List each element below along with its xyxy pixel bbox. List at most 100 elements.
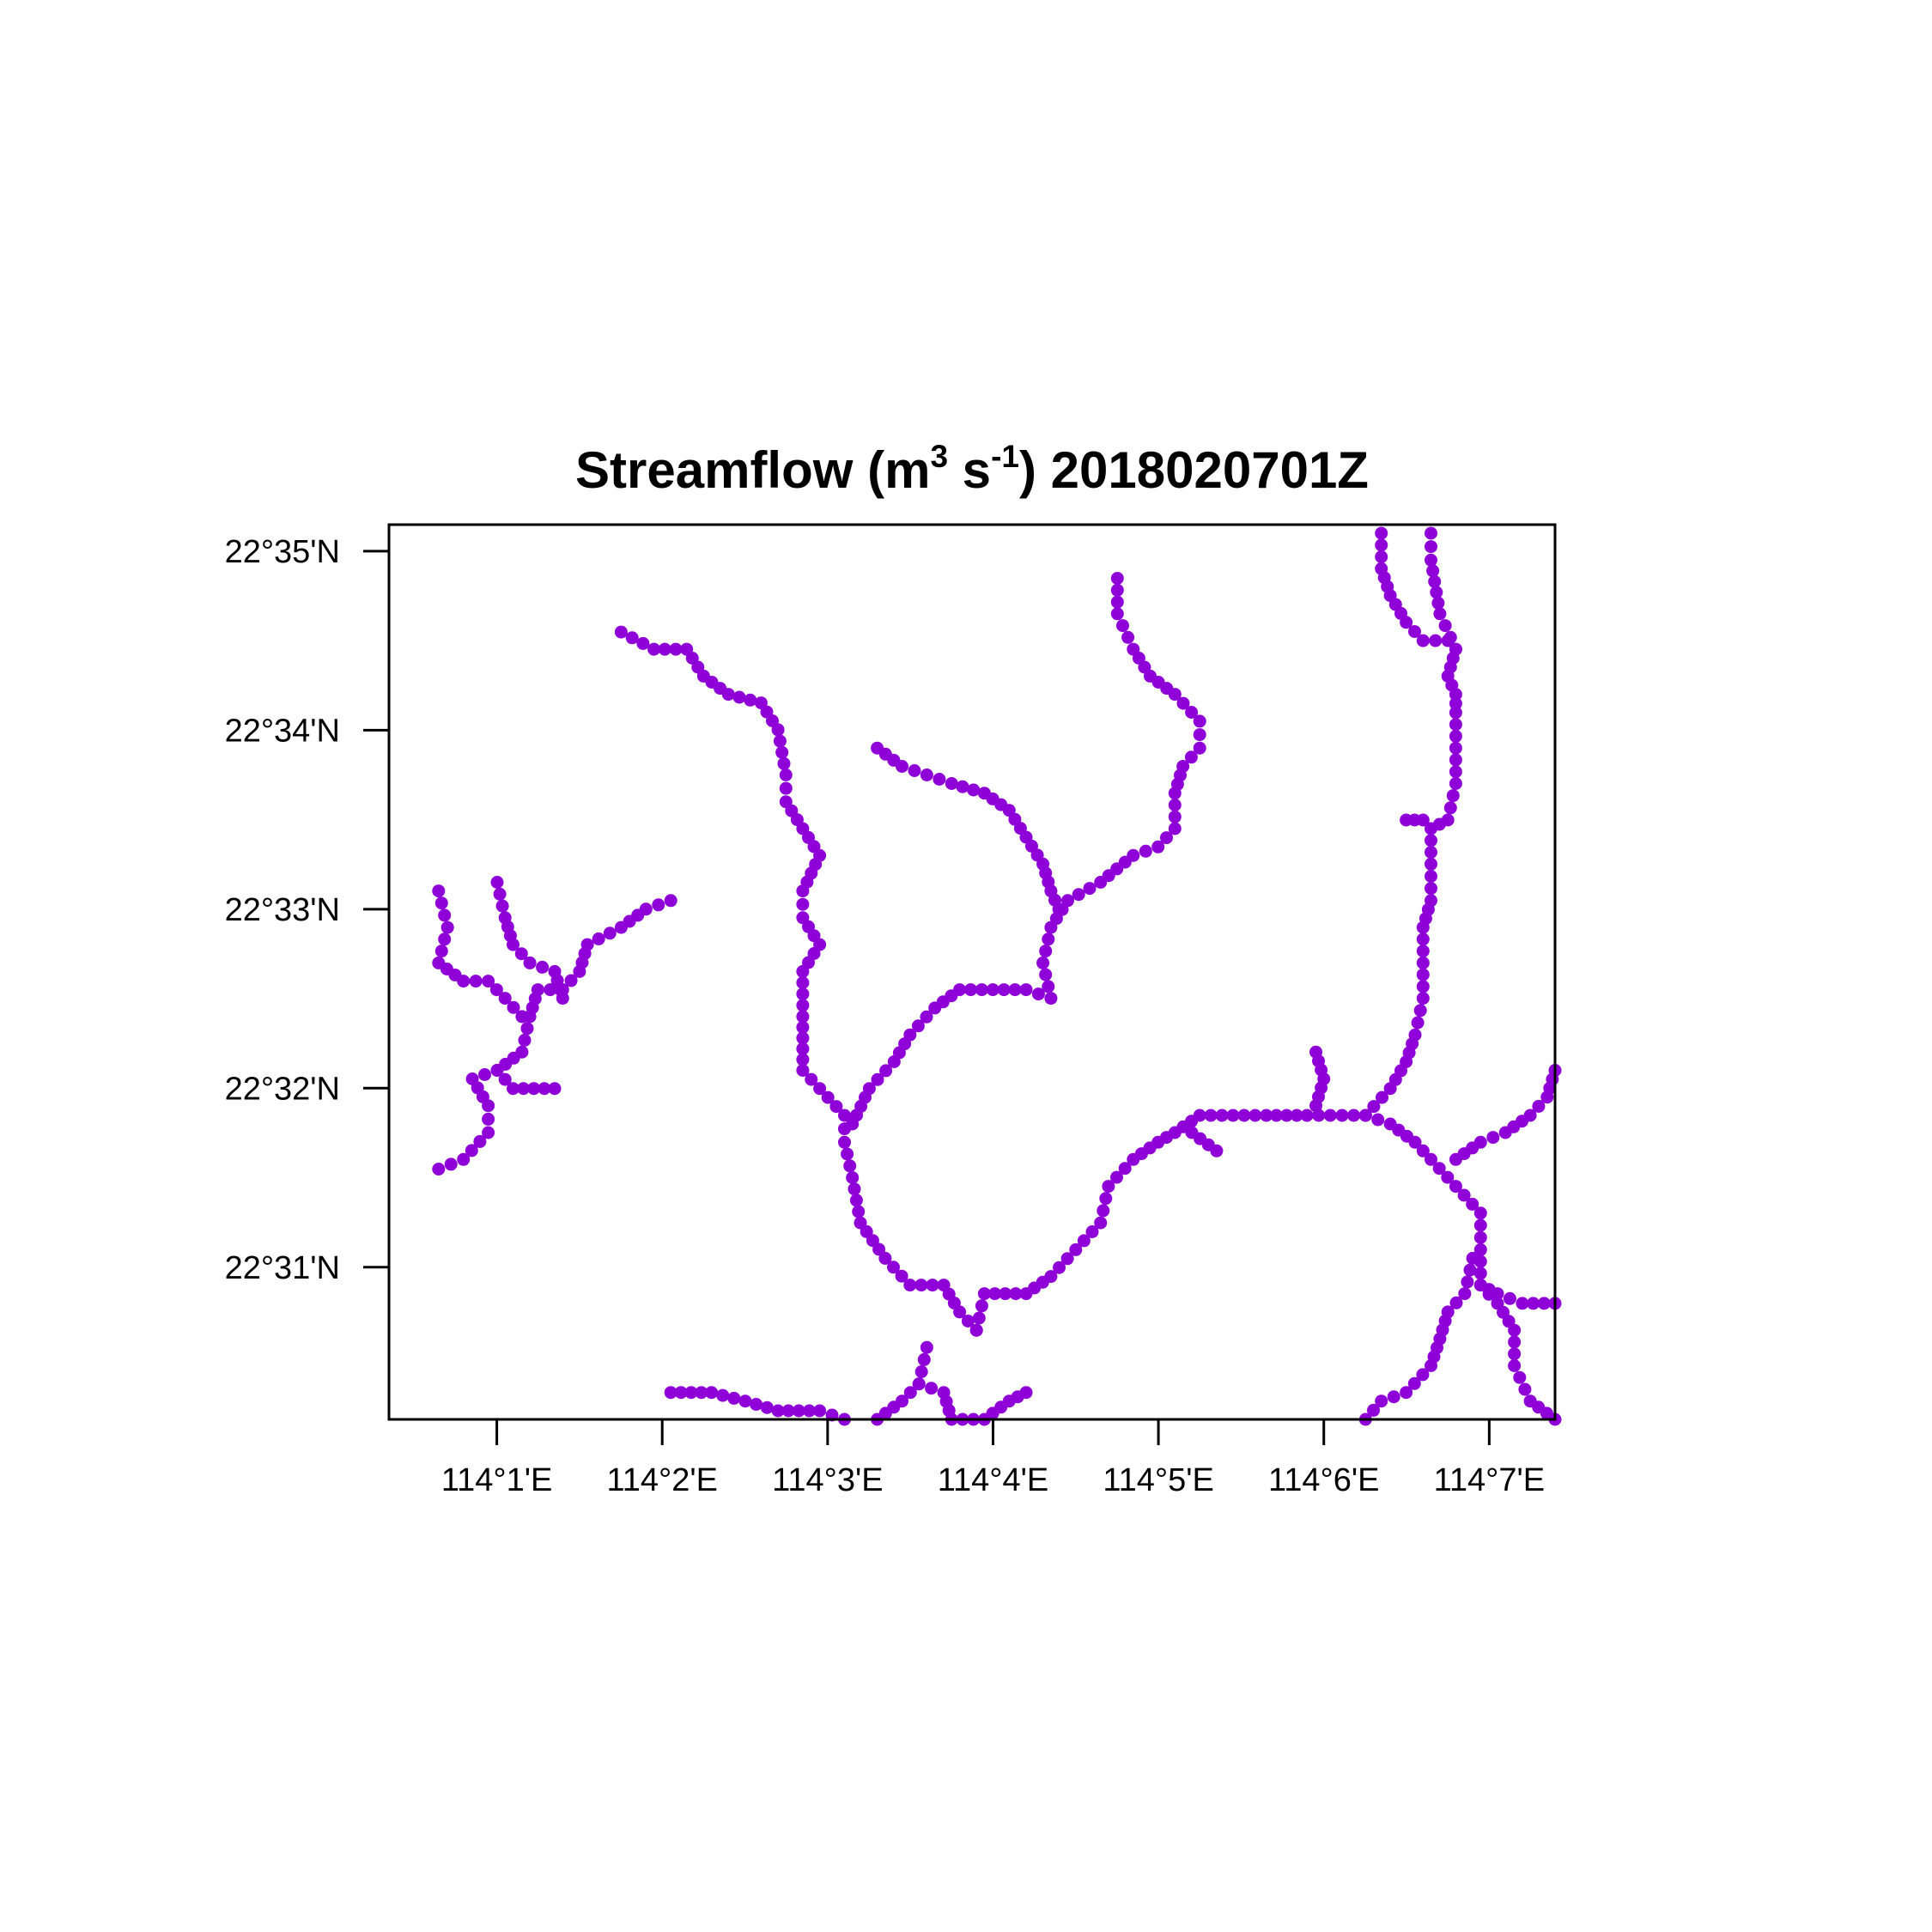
streamflow-point bbox=[536, 960, 550, 974]
streamflow-point bbox=[1375, 538, 1388, 552]
streamflow-point bbox=[531, 983, 544, 997]
streamflow-point bbox=[926, 1279, 939, 1292]
streamflow-point bbox=[1407, 1376, 1421, 1390]
streamflow-point bbox=[796, 1010, 810, 1024]
streamflow-point bbox=[1463, 1263, 1477, 1277]
streamflow-point bbox=[805, 1072, 818, 1086]
streamflow-point bbox=[1518, 1382, 1532, 1396]
streamflow-point bbox=[507, 1082, 519, 1096]
streamflow-point bbox=[1168, 810, 1182, 823]
streamflow-point bbox=[908, 764, 921, 777]
streamflow-point bbox=[1408, 1135, 1422, 1149]
streamflow-point bbox=[1139, 844, 1152, 858]
streamflow-point bbox=[1431, 596, 1445, 610]
streamflow-point bbox=[964, 983, 977, 997]
streamflow-point bbox=[1019, 983, 1033, 997]
streamflow-point bbox=[1416, 933, 1430, 946]
streamflow-point bbox=[967, 783, 981, 797]
streamflow-point bbox=[1416, 1368, 1430, 1382]
streamflow-point bbox=[1527, 1297, 1540, 1310]
streamflow-point bbox=[925, 1382, 939, 1395]
streamflow-point bbox=[489, 983, 503, 997]
streamflow-point bbox=[1358, 1109, 1372, 1122]
streamflow-point bbox=[1416, 992, 1430, 1005]
streamflow-point bbox=[911, 1019, 925, 1033]
streamflow-point bbox=[914, 1365, 928, 1378]
streamflow-point bbox=[1400, 813, 1413, 827]
streamflow-point bbox=[1416, 945, 1430, 958]
streamflow-point bbox=[1416, 968, 1430, 981]
streamflow-point bbox=[1508, 1335, 1522, 1349]
streamflow-point bbox=[1375, 1394, 1388, 1408]
x-tick-label: 114°7'E bbox=[1434, 1462, 1546, 1498]
streamflow-point bbox=[1121, 630, 1135, 644]
streamflow-point bbox=[912, 1377, 926, 1391]
streamflow-point bbox=[1110, 1170, 1123, 1184]
y-tick-label: 22°33'N bbox=[225, 892, 340, 928]
streamflow-point bbox=[498, 992, 512, 1005]
streamflow-point bbox=[838, 1135, 851, 1149]
streamflow-point bbox=[1537, 1297, 1551, 1310]
streamflow-point bbox=[775, 745, 789, 759]
streamflow-point bbox=[988, 1287, 1002, 1301]
streamflow-point bbox=[920, 1340, 933, 1354]
streamflow-point bbox=[1441, 813, 1455, 827]
streamflow-point bbox=[1060, 1252, 1074, 1266]
y-tick-label: 22°35'N bbox=[225, 534, 340, 570]
streamflow-point bbox=[1375, 550, 1388, 563]
streamflow-point bbox=[1036, 956, 1050, 969]
streamflow-point bbox=[493, 887, 507, 901]
streamflow-point bbox=[625, 631, 639, 645]
streamflow-point bbox=[1425, 846, 1437, 859]
streamflow-point bbox=[872, 1242, 886, 1256]
streamflow-point bbox=[434, 896, 448, 910]
streamflow-point bbox=[482, 975, 495, 988]
title-mid: s bbox=[948, 441, 991, 499]
streamflow-point bbox=[1193, 728, 1206, 742]
streamflow-point bbox=[829, 1100, 843, 1114]
streamflow-point bbox=[515, 1010, 529, 1024]
streamflow-point bbox=[1425, 540, 1437, 554]
streamflow-point bbox=[1210, 1144, 1224, 1157]
streamflow-point bbox=[887, 1261, 900, 1274]
streamflow-point bbox=[716, 1388, 730, 1402]
streamflow-point bbox=[478, 1068, 491, 1081]
streamflow-point bbox=[614, 625, 628, 639]
streamflow-point bbox=[1449, 777, 1462, 790]
streamflow-point bbox=[813, 1404, 827, 1418]
streamflow-point bbox=[664, 1386, 677, 1400]
streamflow-point bbox=[465, 1144, 478, 1157]
streamflow-point bbox=[482, 1112, 495, 1126]
streamflow-point bbox=[1433, 607, 1447, 621]
streamflow-point bbox=[1052, 902, 1066, 916]
streamflow-point bbox=[457, 1152, 471, 1166]
streamflow-point bbox=[517, 1082, 531, 1096]
streamflow-point bbox=[1176, 696, 1190, 710]
streamflow-point bbox=[796, 1064, 810, 1077]
streamflow-point bbox=[1473, 1267, 1487, 1280]
streamflow-point bbox=[1532, 1099, 1546, 1113]
streamflow-point bbox=[1449, 753, 1462, 767]
streamflow-point bbox=[1411, 1016, 1425, 1030]
streamflow-point bbox=[664, 894, 677, 908]
streamflow-point bbox=[1438, 619, 1452, 633]
streamflow-point bbox=[490, 1064, 504, 1077]
streamflow-point bbox=[879, 1064, 893, 1078]
streamflow-point bbox=[1312, 1109, 1326, 1122]
streamflow-point bbox=[771, 1404, 785, 1418]
streamflow-point bbox=[846, 1171, 860, 1184]
streamflow-point bbox=[956, 780, 969, 793]
streamflow-point bbox=[603, 927, 617, 940]
x-tick-label: 114°5'E bbox=[1103, 1462, 1214, 1498]
streamflow-point bbox=[1449, 696, 1462, 710]
stream-segment bbox=[1400, 813, 1430, 827]
stream-segment bbox=[871, 741, 1066, 916]
streamflow-point bbox=[457, 975, 471, 988]
streamflow-point bbox=[796, 976, 810, 989]
streamflow-point bbox=[432, 1163, 446, 1176]
streamflow-point bbox=[953, 1305, 967, 1319]
streamflow-point bbox=[1044, 992, 1058, 1005]
streamflow-point bbox=[1053, 1261, 1066, 1274]
streamflow-point bbox=[434, 945, 448, 958]
